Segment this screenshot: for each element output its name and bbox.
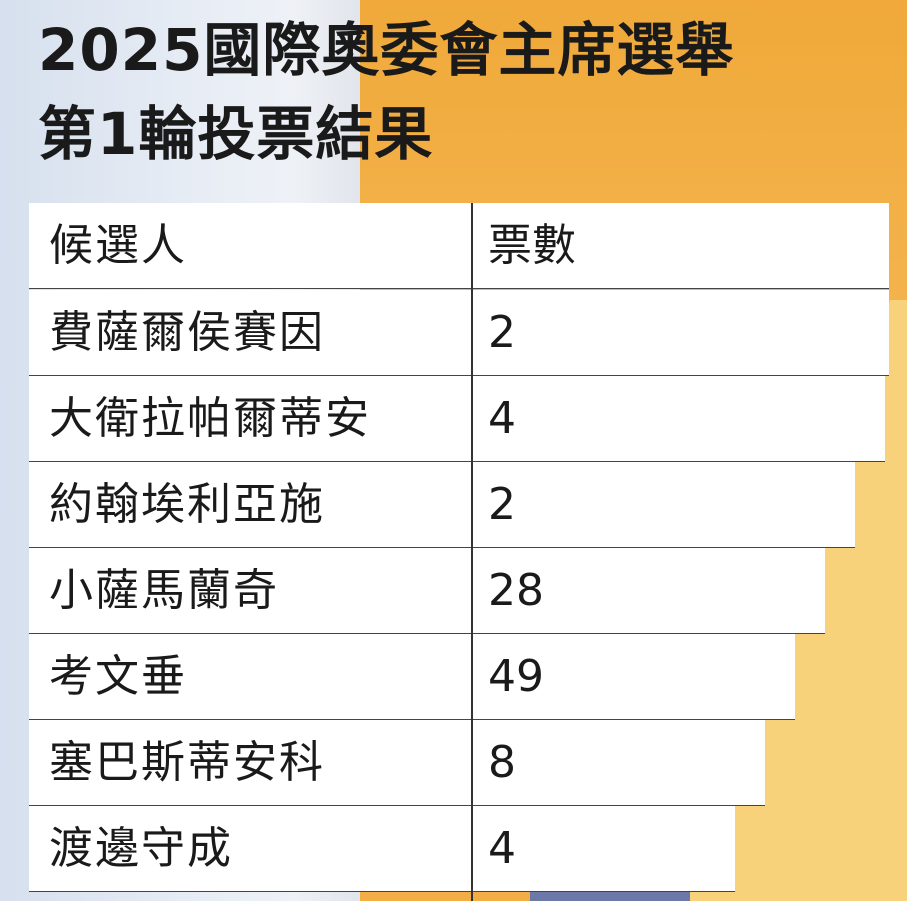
- vote-count: 2: [488, 307, 516, 358]
- title-line-1: 2025國際奧委會主席選舉: [38, 16, 735, 84]
- results-table: 候選人 票數 費薩爾侯賽因 2 大衛拉帕爾蒂安 4 約翰埃利亞施 2 小薩馬蘭奇 28 考文垂 4…: [29, 203, 889, 901]
- candidate-name: 大衛拉帕爾蒂安: [49, 393, 371, 444]
- candidate-name: 渡邊守成: [49, 823, 233, 874]
- header-votes: 票數: [488, 220, 576, 271]
- vote-count: 8: [488, 737, 516, 788]
- vote-count: 4: [488, 823, 516, 874]
- candidate-name: 約翰埃利亞施: [49, 479, 325, 530]
- candidate-name: 小薩馬蘭奇: [49, 565, 279, 616]
- table-row: 大衛拉帕爾蒂安 4: [29, 376, 885, 462]
- column-divider: [471, 203, 473, 901]
- candidate-name: 費薩爾侯賽因: [49, 307, 325, 358]
- table-row: 小薩馬蘭奇 28: [29, 548, 825, 634]
- vote-count: 28: [488, 565, 544, 616]
- table-row: 約翰埃利亞施 2: [29, 462, 855, 548]
- candidate-name: 塞巴斯蒂安科: [49, 737, 325, 788]
- table-row: 考文垂 49: [29, 634, 795, 720]
- title-line-2: 第1輪投票結果: [38, 100, 434, 168]
- table-row: 渡邊守成 4: [29, 806, 735, 892]
- table-row: 塞巴斯蒂安科 8: [29, 720, 765, 806]
- vote-count: 4: [488, 393, 516, 444]
- table-header-row: 候選人 票數: [29, 203, 889, 289]
- vote-count: 2: [488, 479, 516, 530]
- vote-count: 49: [488, 651, 544, 702]
- header-candidate: 候選人: [49, 220, 187, 271]
- table-row: 費薩爾侯賽因 2: [29, 290, 889, 376]
- chart-title: 2025國際奧委會主席選舉 第1輪投票結果: [38, 8, 734, 176]
- candidate-name: 考文垂: [49, 651, 187, 702]
